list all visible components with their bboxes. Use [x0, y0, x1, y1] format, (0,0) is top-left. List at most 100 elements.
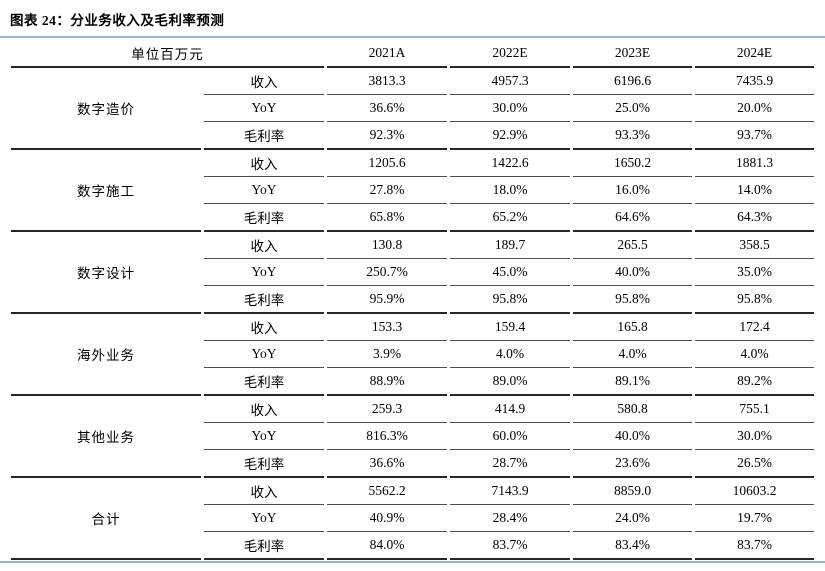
unit-label: 单位百万元 [11, 39, 324, 68]
segment-name: 数字设计 [11, 232, 201, 314]
cell-value: 30.0% [450, 95, 570, 122]
metric-label: 收入 [204, 232, 324, 259]
cell-value: 5562.2 [327, 478, 447, 505]
cell-value: 816.3% [327, 423, 447, 450]
cell-value: 25.0% [573, 95, 692, 122]
cell-value: 4.0% [450, 341, 570, 368]
cell-value: 95.8% [450, 286, 570, 314]
table-row: 数字设计 收入 130.8 189.7 265.5 358.5 [11, 232, 814, 314]
cell-value: 24.0% [573, 505, 692, 532]
cell-value: 358.5 [695, 232, 814, 259]
cell-value: 259.3 [327, 396, 447, 423]
cell-value: 23.6% [573, 450, 692, 478]
cell-value: 93.3% [573, 122, 692, 150]
cell-value: 89.0% [450, 368, 570, 396]
table-row: YoY 40.9% 28.4% 24.0% 19.7% [11, 505, 814, 532]
cell-value: 1205.6 [327, 150, 447, 177]
table-row: 其他业务 收入 259.3 414.9 580.8 755.1 [11, 396, 814, 478]
cell-value: 65.8% [327, 204, 447, 232]
cell-value: 4.0% [695, 341, 814, 368]
cell-value: 35.0% [695, 259, 814, 286]
cell-value: 93.7% [695, 122, 814, 150]
metric-label: 收入 [204, 314, 324, 341]
table-row: YoY 27.8% 18.0% 16.0% 14.0% [11, 177, 814, 204]
cell-value: 130.8 [327, 232, 447, 259]
cell-value: 3813.3 [327, 68, 447, 95]
metric-label: 收入 [204, 150, 324, 177]
cell-value: 7143.9 [450, 478, 570, 505]
cell-value: 64.3% [695, 204, 814, 232]
metric-label: YoY [204, 177, 324, 204]
cell-value: 83.7% [695, 532, 814, 560]
metric-label: YoY [204, 259, 324, 286]
cell-value: 580.8 [573, 396, 692, 423]
cell-value: 172.4 [695, 314, 814, 341]
cell-value: 26.5% [695, 450, 814, 478]
cell-value: 8859.0 [573, 478, 692, 505]
column-header-2023e: 2023E [573, 39, 692, 68]
table-row: 毛利率 92.3% 92.9% 93.3% 93.7% [11, 122, 814, 150]
cell-value: 83.7% [450, 532, 570, 560]
cell-value: 36.6% [327, 450, 447, 478]
cell-value: 189.7 [450, 232, 570, 259]
cell-value: 27.8% [327, 177, 447, 204]
table-row: YoY 250.7% 45.0% 40.0% 35.0% [11, 259, 814, 286]
table-row: 毛利率 95.9% 95.8% 95.8% 95.8% [11, 286, 814, 314]
cell-value: 14.0% [695, 177, 814, 204]
cell-value: 1881.3 [695, 150, 814, 177]
cell-value: 18.0% [450, 177, 570, 204]
metric-label: 收入 [204, 68, 324, 95]
cell-value: 92.9% [450, 122, 570, 150]
metric-label: 收入 [204, 478, 324, 505]
cell-value: 6196.6 [573, 68, 692, 95]
cell-value: 16.0% [573, 177, 692, 204]
title-divider [0, 36, 825, 38]
cell-value: 89.1% [573, 368, 692, 396]
cell-value: 755.1 [695, 396, 814, 423]
table-row: YoY 3.9% 4.0% 4.0% 4.0% [11, 341, 814, 368]
metric-label: 毛利率 [204, 122, 324, 150]
forecast-table: 单位百万元 2021A 2022E 2023E 2024E 数字造价 收入 38… [8, 39, 817, 560]
table-row: 合计 收入 5562.2 7143.9 8859.0 10603.2 [11, 478, 814, 560]
metric-label: 毛利率 [204, 450, 324, 478]
table-row: 数字施工 收入 1205.6 1422.6 1650.2 1881.3 [11, 150, 814, 232]
table-row: 数字造价 收入 3813.3 4957.3 6196.6 7435.9 [11, 68, 814, 150]
table-row: 毛利率 88.9% 89.0% 89.1% 89.2% [11, 368, 814, 396]
cell-value: 3.9% [327, 341, 447, 368]
cell-value: 83.4% [573, 532, 692, 560]
metric-label: YoY [204, 423, 324, 450]
cell-value: 84.0% [327, 532, 447, 560]
cell-value: 64.6% [573, 204, 692, 232]
metric-label: 毛利率 [204, 368, 324, 396]
cell-value: 414.9 [450, 396, 570, 423]
table-row: YoY 816.3% 60.0% 40.0% 30.0% [11, 423, 814, 450]
metric-label: YoY [204, 505, 324, 532]
cell-value: 19.7% [695, 505, 814, 532]
segment-name: 其他业务 [11, 396, 201, 478]
column-header-2022e: 2022E [450, 39, 570, 68]
cell-value: 159.4 [450, 314, 570, 341]
metric-label: YoY [204, 341, 324, 368]
segment-name: 海外业务 [11, 314, 201, 396]
cell-value: 28.4% [450, 505, 570, 532]
cell-value: 95.8% [573, 286, 692, 314]
cell-value: 40.9% [327, 505, 447, 532]
table-row: 毛利率 36.6% 28.7% 23.6% 26.5% [11, 450, 814, 478]
cell-value: 40.0% [573, 423, 692, 450]
table-row: 毛利率 65.8% 65.2% 64.6% 64.3% [11, 204, 814, 232]
cell-value: 36.6% [327, 95, 447, 122]
cell-value: 95.9% [327, 286, 447, 314]
table-row: 毛利率 84.0% 83.7% 83.4% 83.7% [11, 532, 814, 560]
cell-value: 95.8% [695, 286, 814, 314]
cell-value: 92.3% [327, 122, 447, 150]
cell-value: 4957.3 [450, 68, 570, 95]
cell-value: 65.2% [450, 204, 570, 232]
segment-name: 数字施工 [11, 150, 201, 232]
cell-value: 45.0% [450, 259, 570, 286]
cell-value: 4.0% [573, 341, 692, 368]
cell-value: 89.2% [695, 368, 814, 396]
metric-label: 毛利率 [204, 204, 324, 232]
cell-value: 7435.9 [695, 68, 814, 95]
segment-name: 数字造价 [11, 68, 201, 150]
cell-value: 1422.6 [450, 150, 570, 177]
